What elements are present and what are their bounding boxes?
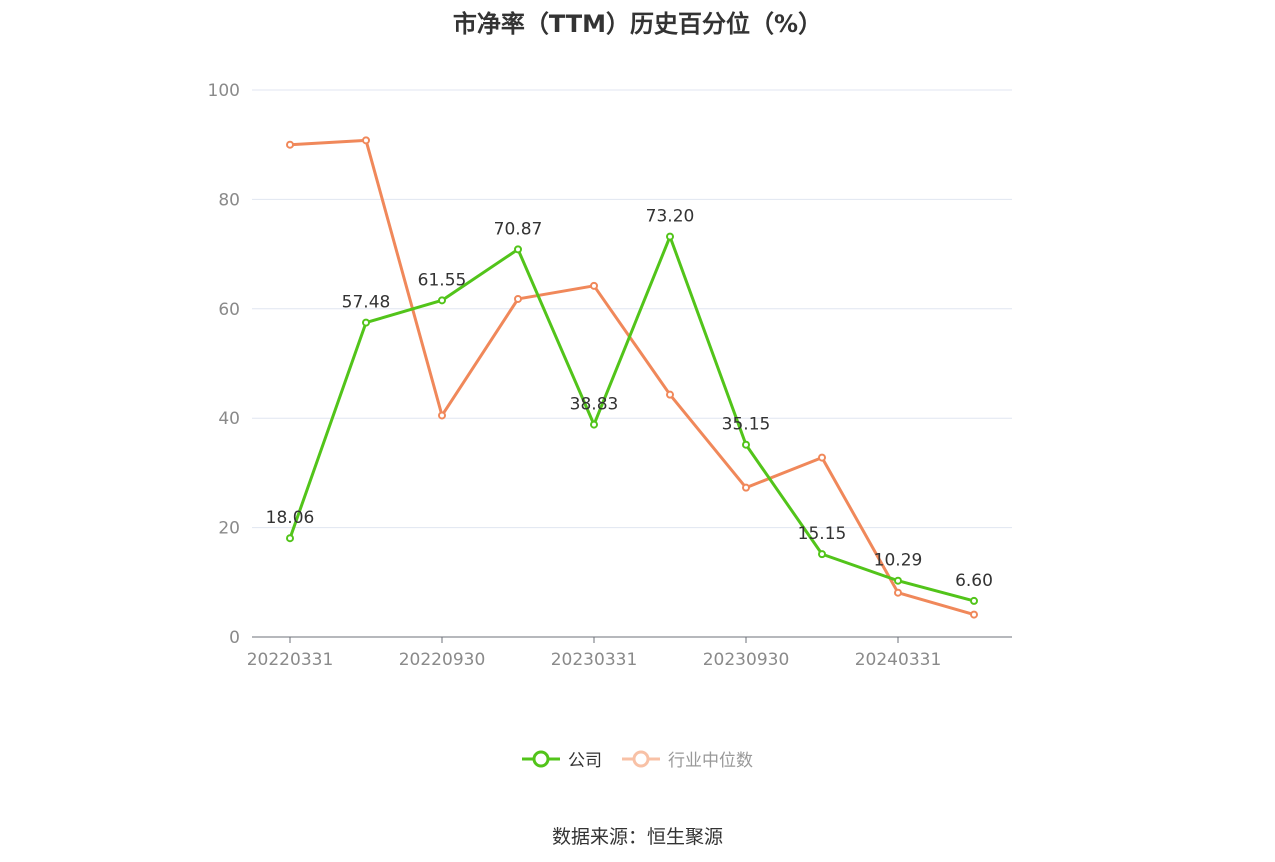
data-point[interactable] xyxy=(438,296,446,305)
data-labels: 18.06 57.48 61.55 70.87 38.83 73.20 35.15 15.15… xyxy=(266,207,993,591)
legend: 公司 行业中位数 xyxy=(0,746,1275,771)
legend-item-industry[interactable]: 行业中位数 xyxy=(622,746,753,771)
data-point[interactable] xyxy=(590,281,598,290)
legend-line-circle-icon xyxy=(622,750,660,767)
gridlines xyxy=(252,89,1012,529)
data-label: 70.87 xyxy=(494,219,543,239)
data-point[interactable] xyxy=(742,483,750,492)
data-source: 数据来源：恒生聚源 xyxy=(551,826,723,848)
data-point[interactable] xyxy=(514,245,522,254)
series-group xyxy=(286,136,978,619)
data-point[interactable] xyxy=(438,411,446,420)
data-label: 38.83 xyxy=(570,395,619,415)
y-axis-ticks: 0 20 40 60 80 100 xyxy=(208,81,240,648)
data-point[interactable] xyxy=(362,136,370,145)
data-point[interactable] xyxy=(590,420,598,429)
data-label: 61.55 xyxy=(418,270,467,290)
data-label: 57.48 xyxy=(342,293,391,313)
data-label: 10.29 xyxy=(874,551,923,571)
y-tick-label: 0 xyxy=(229,628,240,648)
data-point[interactable] xyxy=(818,550,826,559)
data-label: 6.60 xyxy=(955,571,993,591)
data-point[interactable] xyxy=(514,294,522,303)
x-tick-label: 20240331 xyxy=(855,650,942,670)
y-tick-label: 80 xyxy=(218,190,240,210)
data-point[interactable] xyxy=(286,140,294,149)
data-point[interactable] xyxy=(362,318,370,327)
data-point[interactable] xyxy=(894,588,902,597)
y-tick-label: 100 xyxy=(208,81,240,101)
series-line-company xyxy=(288,235,975,603)
x-tick-label: 20230331 xyxy=(551,650,638,670)
data-point[interactable] xyxy=(742,440,750,449)
chart-title: 市净率（TTM）历史百分位（%） xyxy=(452,10,823,38)
data-label: 18.06 xyxy=(266,508,315,528)
data-point[interactable] xyxy=(894,576,902,585)
series-line-industry xyxy=(289,138,975,617)
data-point[interactable] xyxy=(818,453,826,462)
data-point[interactable] xyxy=(286,534,294,543)
legend-line-circle-icon xyxy=(522,750,560,767)
x-tick-label: 20230930 xyxy=(703,650,790,670)
x-tick-label: 20220930 xyxy=(399,650,486,670)
legend-item-company[interactable]: 公司 xyxy=(522,746,602,771)
data-point[interactable] xyxy=(970,596,978,605)
y-tick-label: 40 xyxy=(218,409,240,429)
legend-label-industry: 行业中位数 xyxy=(668,751,753,771)
legend-label-company: 公司 xyxy=(568,751,602,771)
y-tick-label: 20 xyxy=(218,519,240,539)
data-point[interactable] xyxy=(666,232,674,241)
x-tick-label: 20220331 xyxy=(247,650,334,670)
x-axis: 20220331 20220930 20230331 20230930 20240331 xyxy=(247,636,1012,670)
data-point[interactable] xyxy=(666,390,674,399)
data-label: 73.20 xyxy=(646,207,695,227)
data-label: 15.15 xyxy=(798,524,847,544)
data-label: 35.15 xyxy=(722,415,771,435)
data-point[interactable] xyxy=(970,610,978,619)
y-tick-label: 60 xyxy=(218,300,240,320)
